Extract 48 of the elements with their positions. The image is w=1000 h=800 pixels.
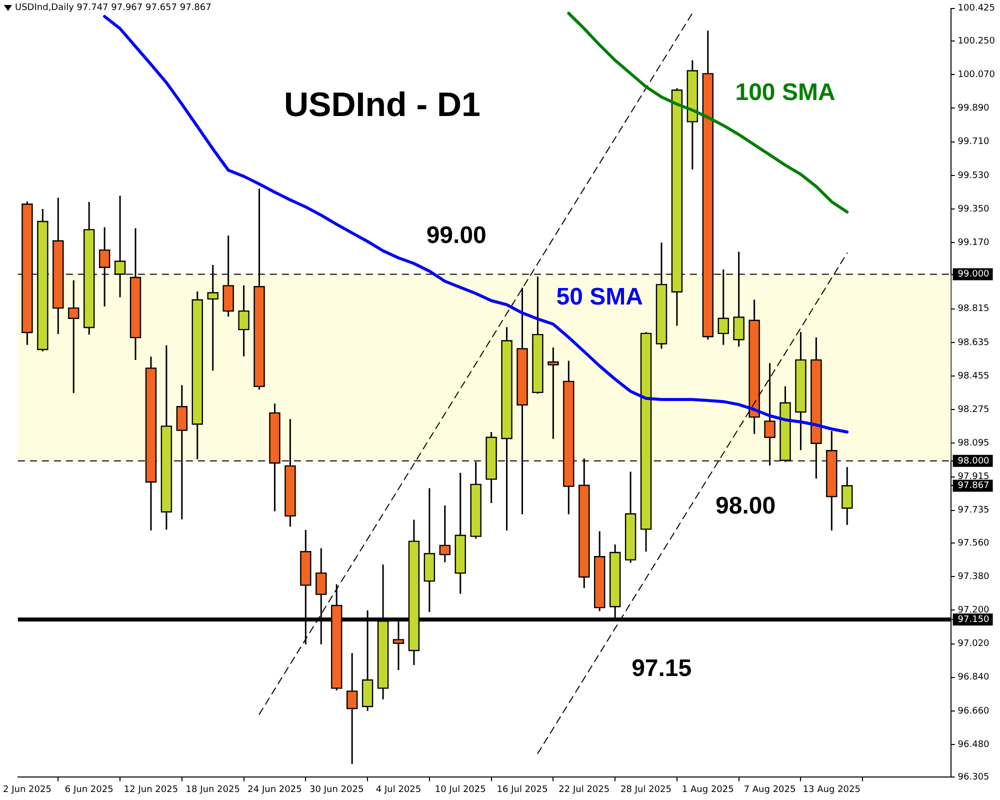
y-tick-label: 99.710 — [958, 137, 990, 148]
series-label: 100 SMA — [735, 78, 836, 106]
x-tick-label: 18 Jun 2025 — [186, 784, 240, 795]
x-tick-label: 13 Aug 2025 — [802, 784, 860, 795]
text: USDInd - D1 — [284, 86, 480, 125]
y-tick-label: 99.890 — [958, 104, 990, 114]
y-tick-label: 99.170 — [958, 238, 990, 248]
x-tick-label: 2 Jun 2025 — [2, 784, 52, 795]
y-tick-label: 97.380 — [958, 572, 990, 582]
ref-line-label: 99.00 — [426, 222, 486, 249]
y-tick-label: 97.915 — [958, 472, 990, 482]
y-tick-label: 97.867 — [958, 481, 990, 492]
y-tick-label: 96.305 — [958, 772, 990, 783]
y-tick-label: 96.840 — [958, 672, 990, 683]
x-tick-label: 4 Jul 2025 — [376, 784, 422, 795]
x-tick-label: 6 Jun 2025 — [64, 784, 114, 795]
y-tick-label: 98.095 — [958, 438, 990, 449]
y-tick-label: 97.150 — [958, 614, 990, 625]
y-tick-label: 97.560 — [958, 538, 990, 548]
y-tick-label: 98.815 — [958, 304, 990, 314]
x-tick-label: 30 Jun 2025 — [310, 784, 364, 795]
x-tick-label: 16 Jul 2025 — [496, 784, 548, 795]
x-tick-label: 1 Aug 2025 — [682, 784, 734, 795]
y-tick-label: 98.000 — [958, 456, 990, 466]
y-tick-label: 99.000 — [958, 270, 990, 280]
x-tick-label: 22 Jul 2025 — [558, 784, 610, 795]
y-tick-label: 96.660 — [958, 706, 990, 716]
y-tick-label: 100.250 — [958, 36, 996, 46]
y-tick-label: 99.530 — [958, 170, 990, 181]
y-tick-label: 97.735 — [958, 506, 990, 516]
x-tick-label: 12 Jun 2025 — [124, 784, 178, 795]
x-tick-label: 10 Jul 2025 — [434, 784, 486, 795]
y-tick-label: 96.480 — [958, 740, 990, 750]
y-tick-label: 100.425 — [958, 4, 995, 14]
y-tick-label: 100.070 — [958, 70, 996, 80]
y-tick-label: 98.635 — [958, 338, 990, 348]
series-label: 50 SMA — [556, 284, 643, 311]
x-tick-label: 7 Aug 2025 — [744, 784, 796, 795]
x-tick-label: 24 Jun 2025 — [248, 784, 302, 795]
ref-line-label: 97.15 — [632, 655, 692, 682]
ref-line-label: 98.00 — [716, 492, 776, 520]
y-tick-label: 98.275 — [958, 404, 990, 415]
y-tick-label: 97.200 — [958, 606, 990, 616]
x-tick-label: 28 Jul 2025 — [620, 784, 672, 795]
chart-subtitle: USDInd,Daily 97.747 97.967 97.657 97.867 — [15, 3, 212, 13]
y-tick-label: 97.020 — [958, 639, 990, 650]
y-tick-label: 99.350 — [958, 204, 990, 214]
y-tick-label: 98.455 — [958, 371, 990, 382]
